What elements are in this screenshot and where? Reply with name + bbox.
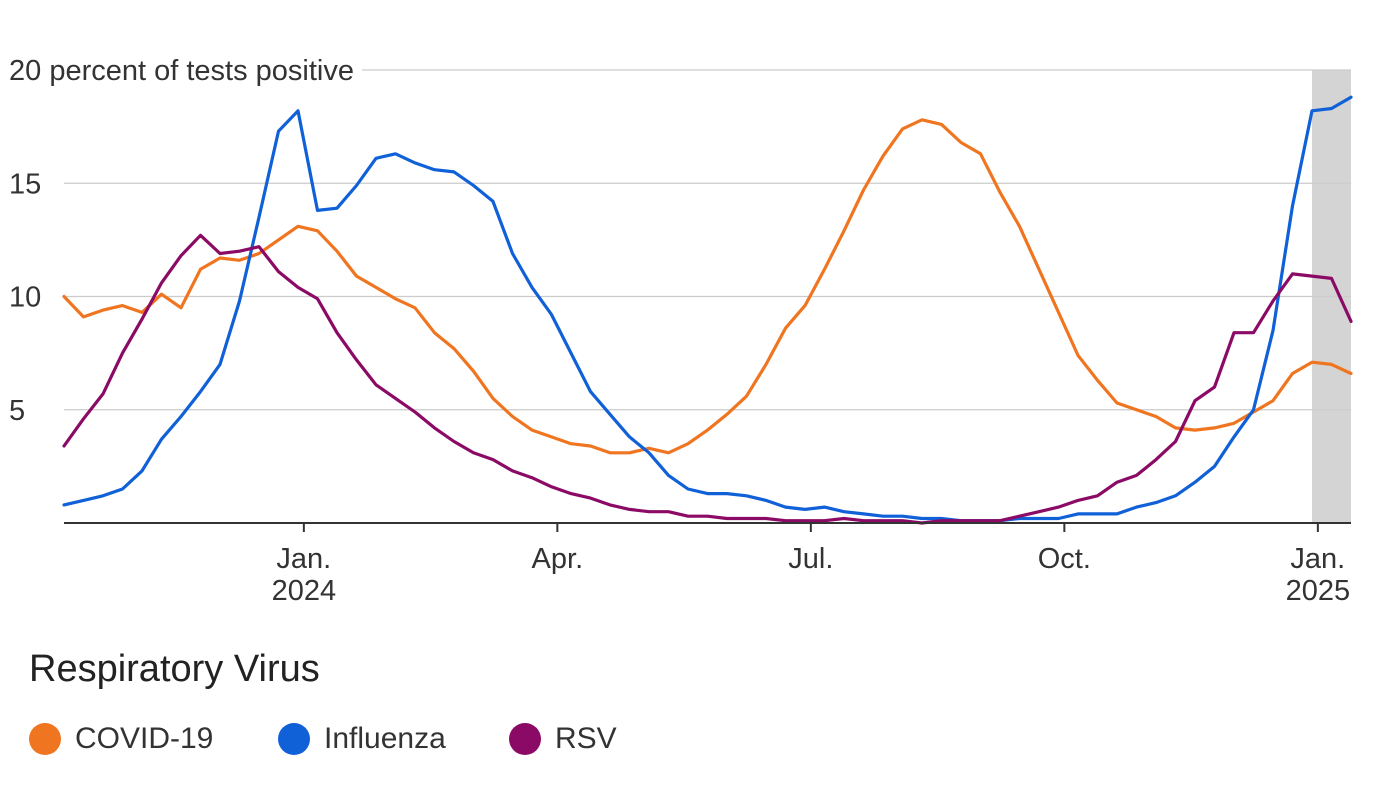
x-tick-label: 2024 <box>272 575 337 607</box>
x-tick-label: Jul. <box>788 543 833 575</box>
legend-item-covid: COVID-19 <box>29 722 213 756</box>
rsv-swatch-icon <box>509 723 541 755</box>
y-tick-label: 10 <box>9 282 41 314</box>
legend-label-covid: COVID-19 <box>75 722 214 755</box>
series-lines <box>62 95 1353 525</box>
y-tick-label: 15 <box>9 168 41 200</box>
influenza-swatch-icon <box>278 723 310 755</box>
x-tick-label: Oct. <box>1038 543 1091 575</box>
legend-item-rsv: RSV <box>509 722 617 756</box>
y-tick-label: 5 <box>9 395 25 427</box>
legend-label-influenza: Influenza <box>324 722 446 755</box>
legend-label-rsv: RSV <box>555 722 617 755</box>
x-tick-label: 2025 <box>1286 575 1351 607</box>
legend-title: Respiratory Virus <box>29 648 320 690</box>
legend-item-influenza: Influenza <box>278 722 446 756</box>
series-line-influenza <box>62 95 1353 523</box>
y-axis-unit-label: 20 percent of tests positive <box>9 55 354 87</box>
covid-swatch-icon <box>29 723 61 755</box>
x-tick-label: Jan. <box>1290 543 1345 575</box>
series-line-rsv <box>62 233 1353 525</box>
series-line-covid-19 <box>62 118 1353 455</box>
x-tick-label: Apr. <box>532 543 584 575</box>
x-tick-label: Jan. <box>276 543 331 575</box>
y-axis-ticks: 5 10 15 20 percent of tests positive <box>9 55 354 427</box>
gridlines <box>64 69 1351 411</box>
legend: COVID-19 Influenza RSV <box>0 722 1374 772</box>
